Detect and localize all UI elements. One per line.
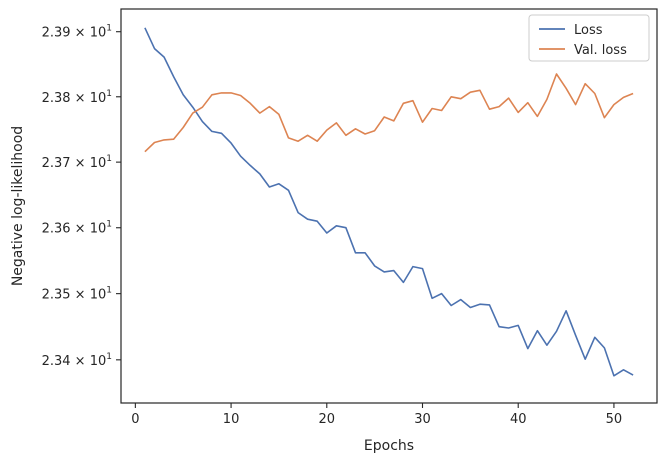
series-layer <box>144 27 634 377</box>
x-tick-label: 20 <box>319 412 336 427</box>
y-axis: 2.34 × 101 2.35 × 101 2.36 × 101 2.37 × 101… <box>42 24 121 369</box>
legend-label: Loss <box>574 23 603 38</box>
y-axis-label: Negative log-likelihood <box>10 126 26 286</box>
y-tick-label: 2.34 × 101 <box>42 352 112 369</box>
x-axis: 0 10 20 30 40 50 <box>131 403 622 427</box>
series-line-2 <box>144 73 634 153</box>
series-line-1 <box>144 27 634 377</box>
y-tick-label: 2.38 × 101 <box>42 89 112 106</box>
legend: Loss Val. loss <box>528 14 650 62</box>
x-axis-label: Epochs <box>364 438 414 454</box>
y-tick-label: 2.39 × 101 <box>42 24 112 41</box>
x-tick-label: 30 <box>414 412 431 427</box>
y-tick-label: 2.36 × 101 <box>42 220 112 237</box>
y-tick-label: 2.35 × 101 <box>42 286 112 303</box>
plot-area-frame <box>120 8 658 404</box>
legend-label: Val. loss <box>574 43 627 58</box>
y-tick-label: 2.37 × 101 <box>42 154 112 171</box>
x-tick-label: 40 <box>510 412 527 427</box>
x-tick-label: 50 <box>606 412 623 427</box>
x-tick-label: 0 <box>131 412 139 427</box>
x-tick-label: 10 <box>223 412 240 427</box>
